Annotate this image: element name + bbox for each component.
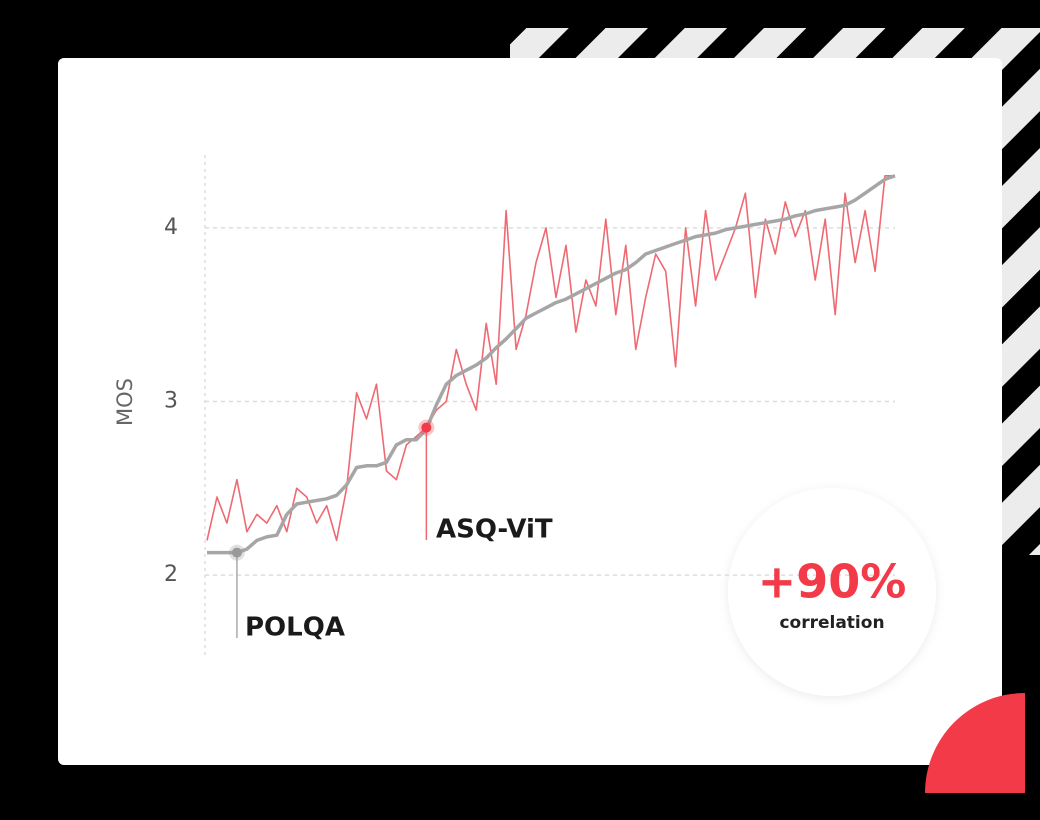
y-axis-label: MOS xyxy=(113,378,137,426)
y-tick-label: 4 xyxy=(164,215,178,240)
asq-line xyxy=(206,175,895,542)
series-label: POLQA xyxy=(245,613,345,643)
y-tick-label: 3 xyxy=(164,389,178,414)
polqa-line xyxy=(207,174,896,555)
badge-value: +90% xyxy=(758,555,907,609)
badge-caption: correlation xyxy=(779,613,884,633)
corner-shape xyxy=(925,693,1025,793)
annotation-dot xyxy=(421,422,432,433)
plot: 2 3 4 POLQA ASQ-ViT xyxy=(164,155,896,655)
badge xyxy=(728,488,936,696)
series-label: ASQ-ViT xyxy=(436,515,553,545)
annotation-dot xyxy=(231,547,242,558)
y-tick-label: 2 xyxy=(164,562,178,587)
